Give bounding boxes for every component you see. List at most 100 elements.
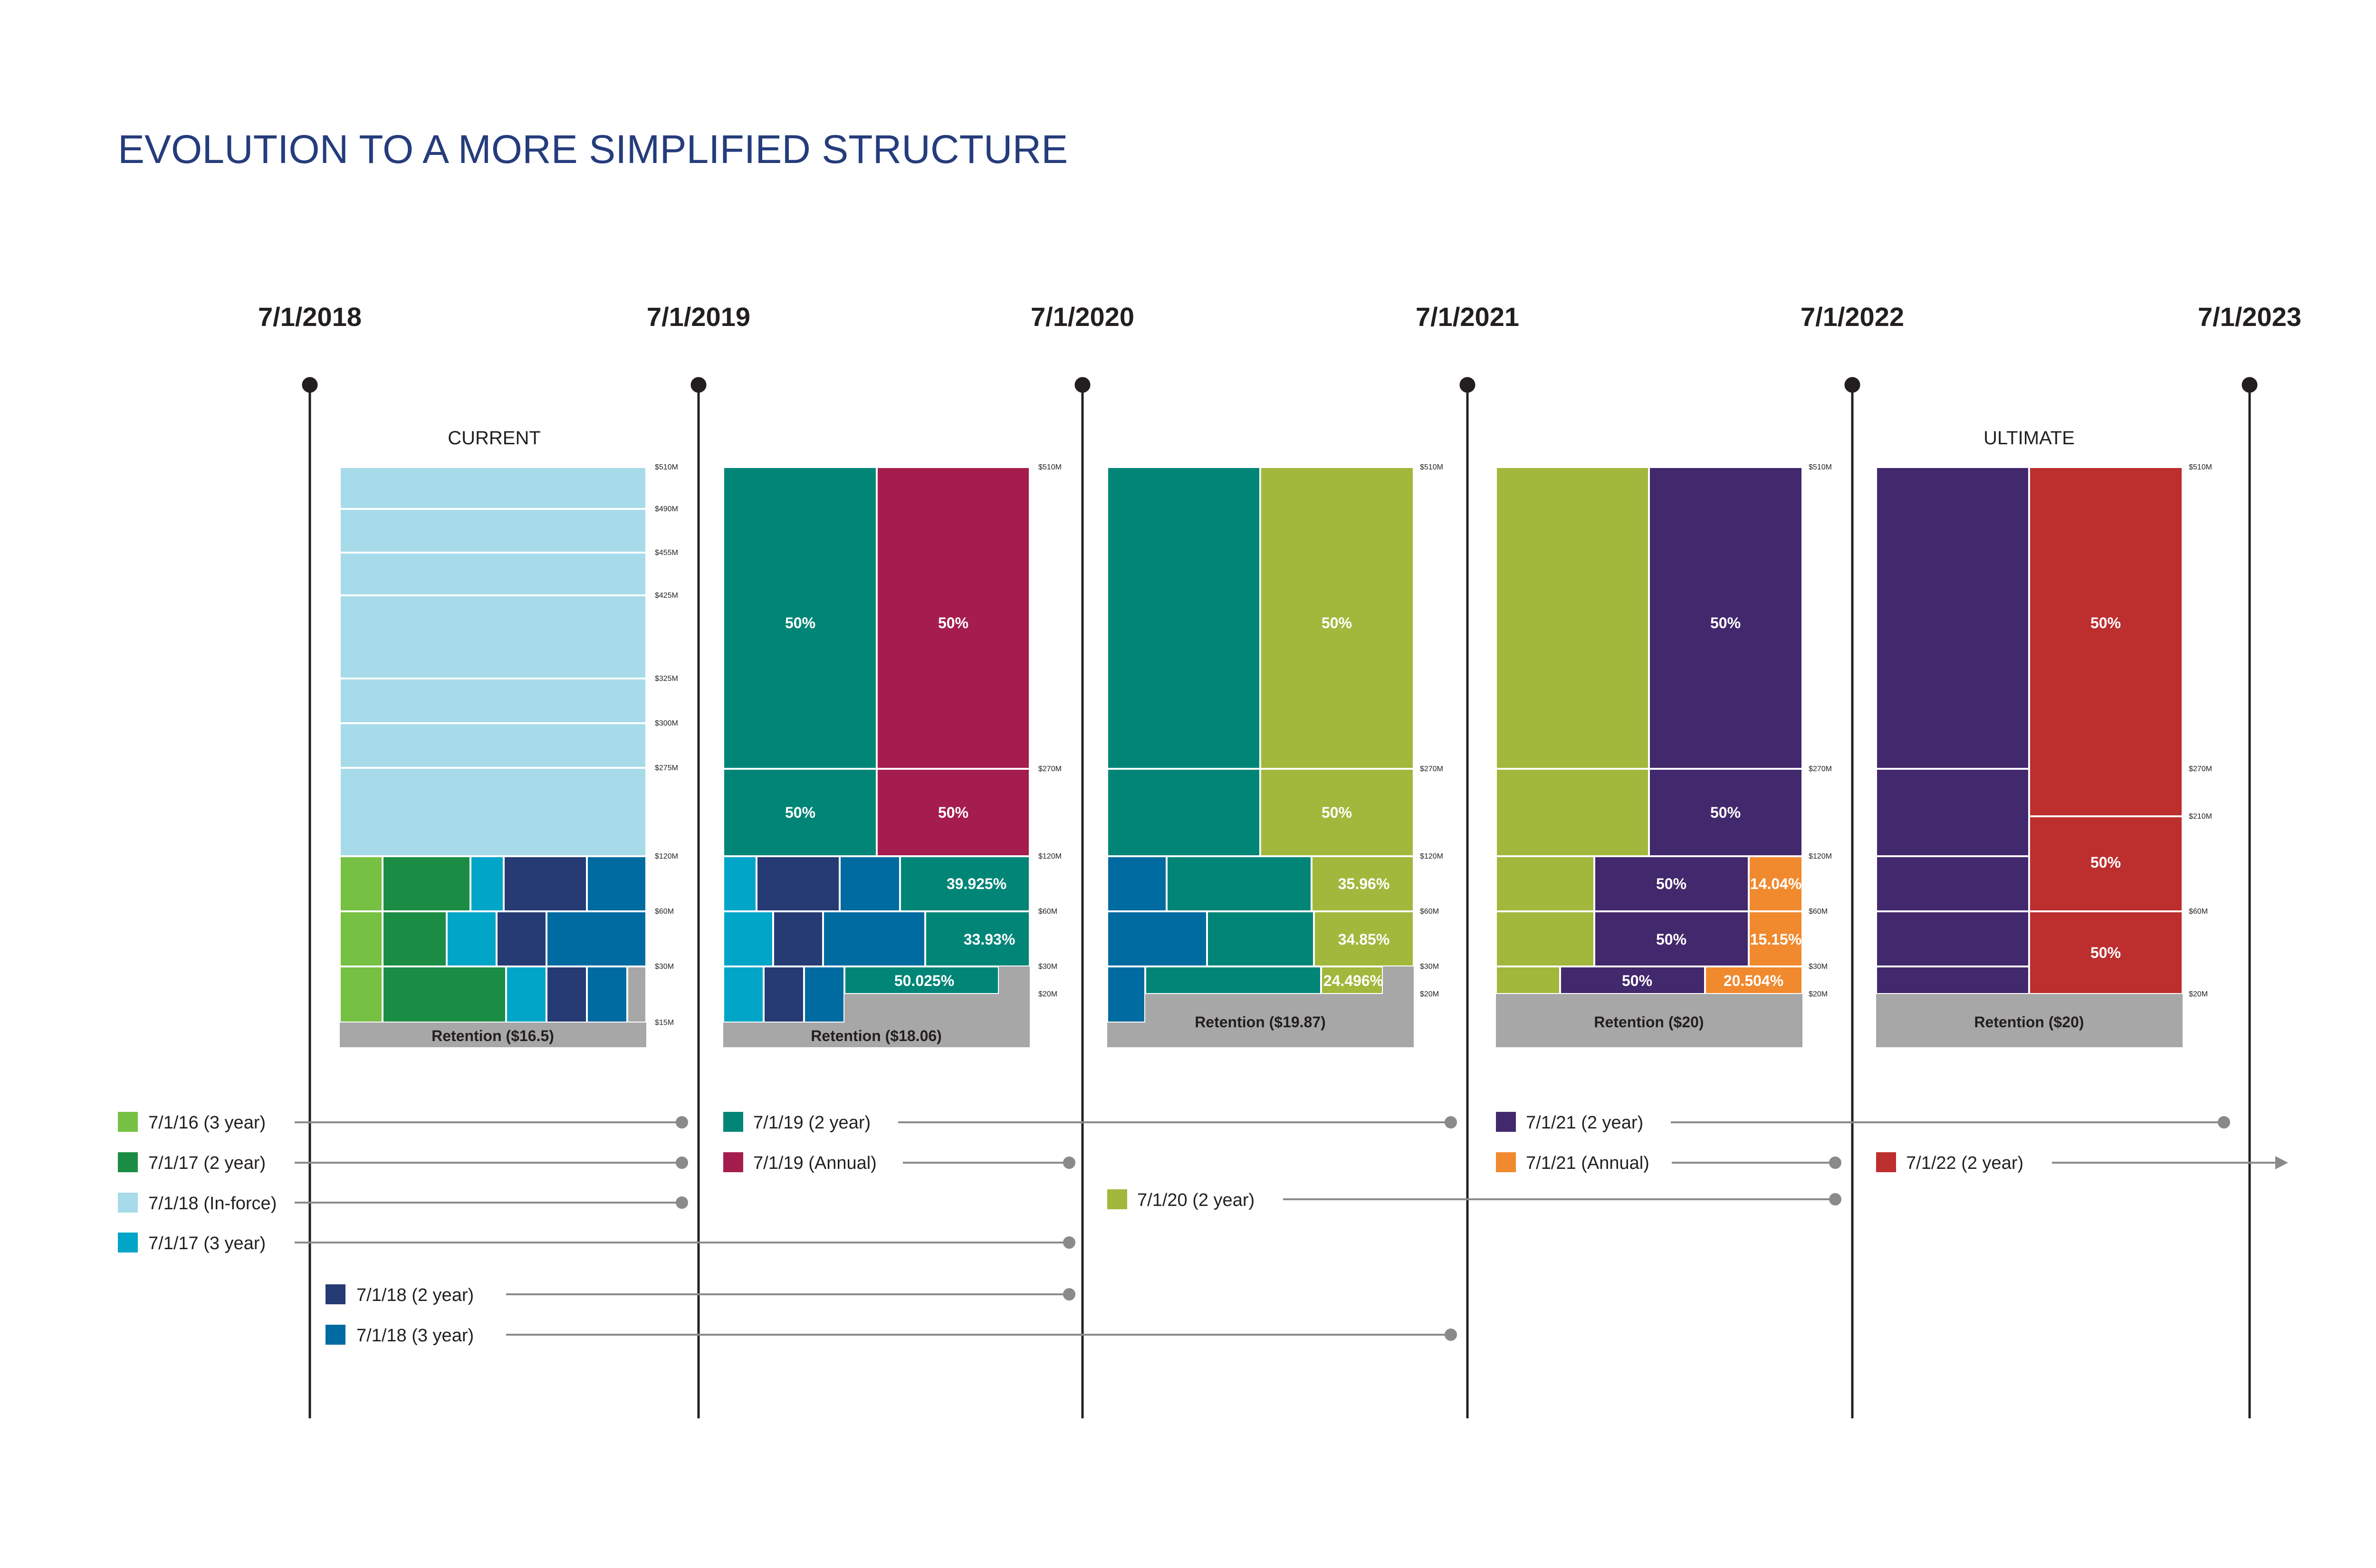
legend-swatch <box>1107 1189 1127 1209</box>
retention-label: Retention ($19.87) <box>1195 1013 1326 1031</box>
legend-swatch <box>1876 1152 1896 1172</box>
layer-block <box>1259 466 1415 770</box>
layer-percent-label: 20.504% <box>1724 972 1783 989</box>
layer-block <box>1259 768 1415 857</box>
axis-tick-label: $510M <box>2189 463 2212 471</box>
layer-percent-label: 33.93% <box>964 931 1016 948</box>
layer-block <box>2028 466 2184 817</box>
layer-percent-label: 14.04% <box>1750 875 1802 892</box>
axis-tick-label: $510M <box>1809 463 1832 471</box>
legend-swatch <box>1496 1112 1516 1132</box>
layer-block <box>1875 855 2030 912</box>
axis-tick-label: $325M <box>655 675 678 683</box>
layer-percent-label: 50% <box>785 804 815 821</box>
layer-block <box>546 966 588 1023</box>
layer-block <box>763 966 805 1023</box>
timeline-dot <box>302 377 318 393</box>
layer-block <box>722 966 765 1023</box>
legend-label: 7/1/21 (Annual) <box>1526 1153 1649 1173</box>
retention-block <box>1107 966 1414 1047</box>
axis-tick-label: $510M <box>655 463 678 471</box>
axis-tick-label: $490M <box>655 505 678 513</box>
layer-block <box>722 910 774 967</box>
layer-block <box>586 855 647 912</box>
axis-tick-label: $15M <box>655 1019 674 1027</box>
axis-tick-label: $510M <box>1420 463 1443 471</box>
layer-block <box>339 508 647 554</box>
legend-label: 7/1/19 (Annual) <box>753 1153 877 1173</box>
panel-2020: Retention ($19.87) 50% 50% 35.96% 34.85%… <box>1106 463 1443 1047</box>
layer-percent-label: 50% <box>1656 875 1686 892</box>
layer-block <box>339 966 383 1023</box>
axis-tick-label: $270M <box>2189 765 2212 773</box>
layer-block <box>382 966 507 1023</box>
legend-swatch <box>326 1284 345 1304</box>
layer-block <box>756 855 841 912</box>
axis-tick-label: $60M <box>1420 908 1439 916</box>
axis-tick-label: $270M <box>1038 765 1062 773</box>
layer-block <box>803 966 845 1023</box>
layer-block <box>1875 966 2030 995</box>
layer-percent-label: 50% <box>785 614 815 631</box>
layer-block <box>822 910 926 967</box>
timeline-dot <box>1844 377 1860 393</box>
layer-percent-label: 50% <box>1656 931 1686 948</box>
axis-tick-label: $510M <box>1038 463 1062 471</box>
layer-block <box>1875 910 2030 967</box>
retention-label: Retention ($16.5) <box>431 1027 554 1044</box>
axis-tick-label: $20M <box>1420 990 1439 998</box>
retention-label: Retention ($20) <box>1974 1013 2084 1031</box>
layer-block <box>1106 466 1261 770</box>
legend-swatch <box>118 1152 138 1172</box>
date-label: 7/1/2021 <box>1416 302 1519 332</box>
legend-swatch <box>118 1193 138 1213</box>
layer-block <box>1495 855 1595 912</box>
retention-block <box>723 966 1030 1047</box>
layer-percent-label: 15.15% <box>1750 931 1802 948</box>
layer-percent-label: 50% <box>1710 614 1741 631</box>
legend-swatch <box>326 1325 345 1345</box>
date-label: 7/1/2018 <box>258 302 362 332</box>
legend-label: 7/1/18 (2 year) <box>356 1285 474 1305</box>
layer-block <box>843 966 1000 995</box>
layer-block <box>1166 855 1313 912</box>
layer-block <box>722 855 757 912</box>
layer-block <box>1106 966 1146 1023</box>
layer-block <box>446 910 498 967</box>
date-label: 7/1/2022 <box>1801 302 1904 332</box>
layer-block <box>1875 466 2030 770</box>
axis-tick-label: $275M <box>655 764 678 772</box>
timeline-dot <box>1074 377 1091 393</box>
layer-block <box>1648 466 1803 770</box>
panel-2021: Retention ($20) 50% 50% 50% 14.04% 50% 1… <box>1495 463 1832 1047</box>
connector-dot <box>676 1157 688 1169</box>
layer-percent-label: 50% <box>1710 804 1741 821</box>
legend-label: 7/1/19 (2 year) <box>753 1113 871 1133</box>
layer-percent-label: 50% <box>1622 972 1652 989</box>
layer-block <box>2028 815 2184 912</box>
layer-block <box>1311 855 1415 912</box>
axis-tick-label: $60M <box>1809 908 1828 916</box>
layer-block <box>339 678 647 724</box>
layer-block <box>1593 910 1750 967</box>
retention-block <box>340 1023 646 1047</box>
layer-block <box>505 966 547 1023</box>
date-label: 7/1/2023 <box>2198 302 2301 332</box>
layer-block <box>382 855 471 912</box>
layer-block <box>772 910 824 967</box>
legend-swatch <box>723 1152 743 1172</box>
retention-block <box>1876 994 2183 1047</box>
layer-percent-label: 50% <box>1322 614 1352 631</box>
axis-tick-label: $270M <box>1809 765 1832 773</box>
timeline-dot <box>2242 377 2258 393</box>
axis-tick-label: $120M <box>655 852 678 860</box>
layer-percent-label: 50% <box>2090 614 2121 631</box>
layer-block <box>1495 768 1650 857</box>
layer-block <box>626 966 647 1023</box>
axis-tick-label: $455M <box>655 549 678 557</box>
layer-block <box>1559 966 1706 995</box>
panel-header: CURRENT <box>448 428 541 449</box>
axis-tick-label: $20M <box>1038 990 1057 998</box>
timeline-dot <box>1459 377 1475 393</box>
